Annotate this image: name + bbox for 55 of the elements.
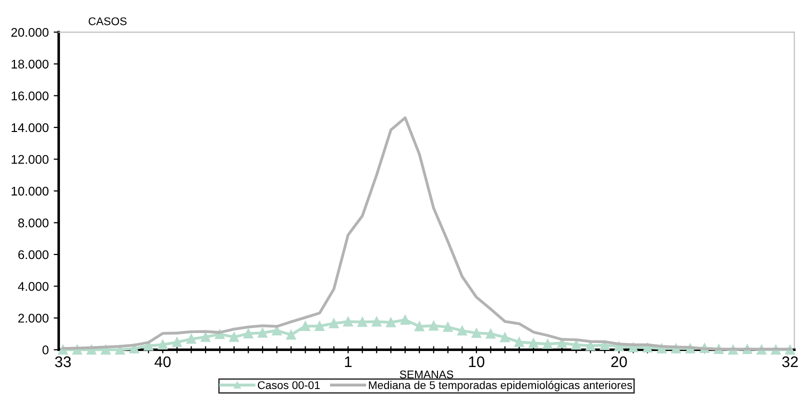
point bbox=[286, 330, 296, 340]
x-axis-title: SEMANAS bbox=[400, 370, 454, 378]
x-tick-label: 1 bbox=[345, 356, 352, 368]
point bbox=[600, 340, 610, 350]
point bbox=[158, 340, 168, 350]
point bbox=[328, 318, 339, 328]
point bbox=[172, 337, 182, 348]
point bbox=[486, 328, 496, 339]
legend-label: Mediana de 5 temporadas epidemiológicas anteriores bbox=[368, 380, 632, 392]
point bbox=[514, 337, 524, 347]
point bbox=[186, 334, 196, 344]
point bbox=[528, 338, 538, 348]
y-tick-label: 10.000 bbox=[12, 186, 48, 196]
point bbox=[358, 317, 368, 327]
y-tick-label: 12.000 bbox=[12, 154, 48, 164]
point bbox=[443, 322, 453, 332]
point bbox=[229, 332, 239, 342]
point bbox=[129, 344, 140, 354]
point bbox=[557, 338, 567, 348]
point bbox=[115, 344, 125, 355]
point bbox=[400, 315, 410, 325]
y-tick-label: 0 bbox=[42, 346, 48, 354]
point bbox=[243, 328, 254, 338]
point bbox=[343, 316, 353, 326]
point bbox=[272, 326, 282, 336]
y-tick-label: 8.000 bbox=[18, 218, 48, 228]
point bbox=[428, 320, 439, 331]
x-tick-label: 10 bbox=[469, 356, 484, 368]
point bbox=[586, 340, 596, 351]
point bbox=[571, 340, 582, 350]
point bbox=[300, 321, 310, 331]
x-tick-label: 40 bbox=[154, 356, 171, 368]
y-tick-label: 4.000 bbox=[18, 282, 48, 291]
point bbox=[542, 339, 553, 349]
point bbox=[258, 328, 268, 338]
point bbox=[144, 340, 154, 351]
point bbox=[472, 328, 482, 338]
y-tick-label: 16.000 bbox=[12, 91, 48, 100]
x-tick-label: 32 bbox=[782, 356, 798, 368]
y-tick-label: 14.000 bbox=[12, 123, 48, 132]
y-tick-label: 2.000 bbox=[18, 314, 48, 323]
y-tick-label: 20.000 bbox=[11, 28, 48, 37]
point bbox=[314, 321, 324, 331]
point bbox=[386, 318, 396, 328]
point bbox=[500, 332, 510, 342]
y-axis-title: CASOS bbox=[88, 17, 127, 26]
y-tick-label: 6.000 bbox=[18, 250, 48, 260]
point bbox=[457, 326, 468, 336]
point bbox=[200, 332, 210, 342]
legend-label: Casos 00-01 bbox=[258, 381, 320, 390]
x-tick-label: 20 bbox=[611, 356, 627, 368]
point bbox=[414, 322, 424, 332]
x-tick-label: 33 bbox=[55, 356, 71, 368]
point bbox=[372, 316, 382, 326]
y-tick-label: 18.000 bbox=[12, 60, 48, 69]
